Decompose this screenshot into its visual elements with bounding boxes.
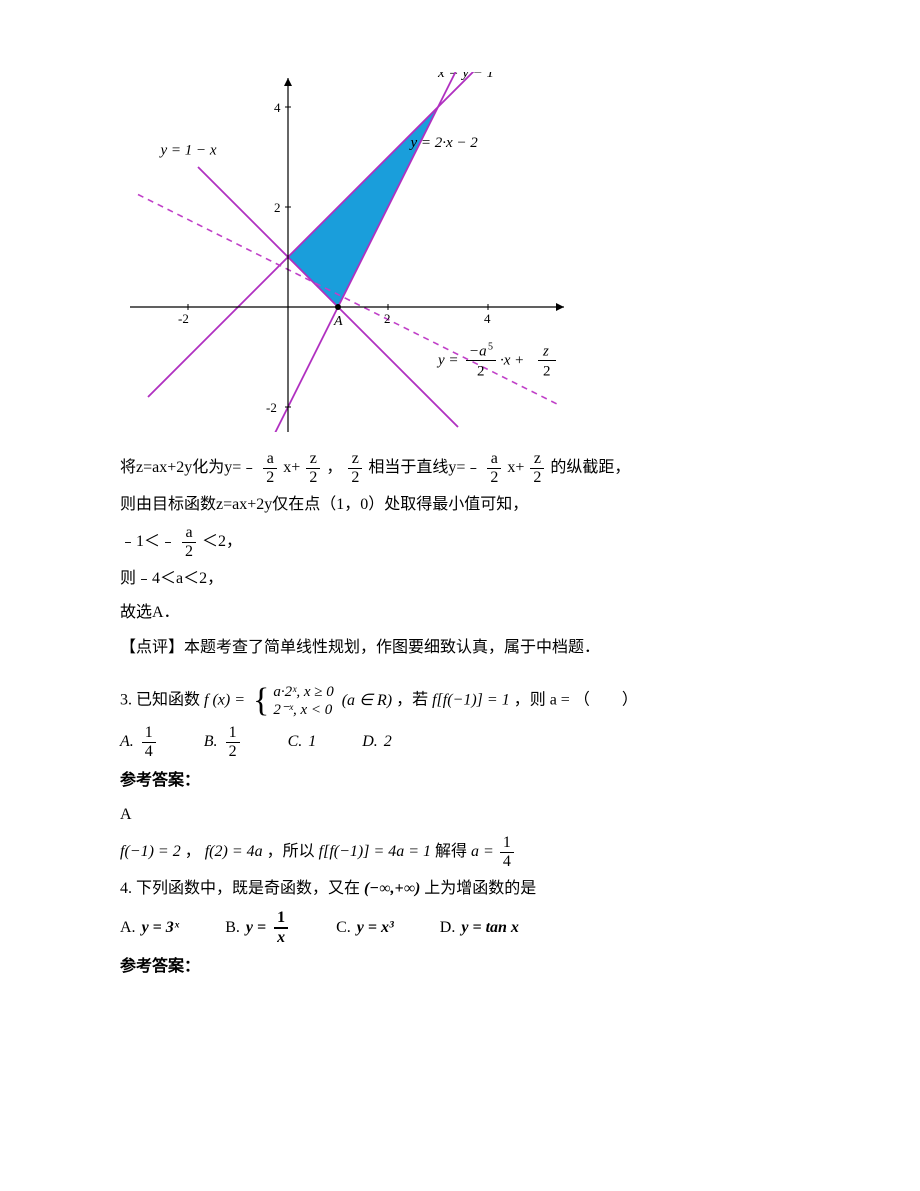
t: 上为增函数的是 — [424, 880, 536, 897]
sep: ， — [185, 843, 201, 860]
svg-text:2: 2 — [477, 364, 485, 380]
e1: f(−1) = 2 — [120, 843, 181, 860]
sol-line-1: 将z=ax+2y化为y=﹣ a 2 x+ z 2 ， z 2 相当于直线y=﹣ … — [120, 451, 800, 486]
svg-text:2: 2 — [543, 364, 551, 380]
svg-text:5: 5 — [488, 342, 493, 353]
val: 2 — [384, 727, 392, 757]
t: 3. 已知函数 — [120, 692, 200, 709]
sol-line-2: 则由目标函数z=ax+2y仅在点（1，0）处取得最小值可知， — [120, 490, 800, 520]
lhs: a = — [471, 843, 498, 860]
e2: f(2) = 4a — [205, 843, 263, 860]
svg-text:x = y − 1: x = y − 1 — [437, 72, 494, 81]
frac: 1 x — [274, 910, 288, 946]
label: A. — [120, 727, 134, 757]
svg-text:4: 4 — [274, 100, 281, 115]
q3-explanation: f(−1) = 2 ， f(2) = 4a ，所以 f[f(−1)] = 4a … — [120, 835, 800, 870]
frac: 1 2 — [226, 725, 240, 760]
t: ，若 — [396, 692, 428, 709]
q3-choice-b: B. 1 2 — [204, 725, 242, 760]
q4-choice-d: D. y = tan x — [440, 913, 519, 943]
q3-stem: 3. 已知函数 f (x) = { a·2ˣ, x ≥ 0 2⁻ˣ, x < 0… — [120, 683, 800, 719]
svg-text:y = 1 − x: y = 1 − x — [159, 143, 217, 159]
review-line: 【点评】本题考查了简单线性规划，作图要细致认真，属于中档题． — [120, 633, 800, 663]
label: D. — [440, 913, 456, 943]
sol-line-4: 则﹣4＜a＜2， — [120, 564, 800, 594]
lp-graph: y = 1 − x x = y − 1 y = 2·x − 2 -2 2 4 -2 2 4 Ay … — [130, 72, 800, 443]
t: ＜2， — [202, 533, 242, 550]
q4-stem: 4. 下列函数中，既是奇函数，又在 (−∞,+∞) 上为增函数的是 — [120, 874, 800, 904]
piece-rows: a·2ˣ, x ≥ 0 2⁻ˣ, x < 0 — [273, 683, 333, 719]
label: B. — [225, 913, 240, 943]
q4-choices: A. y = 3ˣ B. y = 1 x C. y = x³ D. y = ta… — [120, 910, 800, 946]
lhs: y = — [246, 913, 266, 943]
svg-text:·x +: ·x + — [500, 353, 524, 369]
q4-choice-a: A. y = 3ˣ — [120, 913, 179, 943]
piece-1: a·2ˣ, x ≥ 0 — [273, 683, 333, 701]
svg-text:2: 2 — [274, 200, 281, 215]
label: C. — [288, 727, 303, 757]
piece-2: 2⁻ˣ, x < 0 — [273, 701, 333, 719]
svg-text:z: z — [542, 344, 549, 360]
t: 将z=ax+2y化为y=﹣ — [120, 460, 257, 477]
q4-interval: (−∞,+∞) — [364, 880, 420, 897]
label: D. — [362, 727, 378, 757]
q3-choices: A. 1 4 B. 1 2 C. 1 D. 2 — [120, 725, 800, 760]
q3-fx: f (x) = — [204, 692, 245, 709]
t: x+ — [283, 460, 300, 477]
frac-z2-2: z 2 — [348, 451, 362, 486]
lp-graph-svg: y = 1 − x x = y − 1 y = 2·x − 2 -2 2 4 -2 2 4 Ay … — [130, 72, 570, 432]
t: 的纵截距， — [550, 460, 630, 477]
svg-text:-2: -2 — [266, 400, 277, 415]
label: B. — [204, 727, 218, 757]
q3-choice-a: A. 1 4 — [120, 725, 158, 760]
sol-line-3: ﹣1＜﹣ a 2 ＜2， — [120, 525, 800, 560]
frac-z2-1: z 2 — [306, 451, 320, 486]
val: 1 — [308, 727, 316, 757]
frac-a2-2: a 2 — [487, 451, 501, 486]
val: y = tan x — [461, 913, 519, 943]
val: y = 3ˣ — [142, 913, 180, 943]
sol-line-5: 故选A． — [120, 598, 800, 628]
svg-text:y = 2·x − 2: y = 2·x − 2 — [409, 135, 479, 151]
q3-cond: f[f(−1)] = 1 — [432, 692, 510, 709]
t: ，则 a = （ ） — [514, 692, 638, 709]
frac-a2-1: a 2 — [263, 451, 277, 486]
q4-choice-c: C. y = x³ — [336, 913, 394, 943]
frac-a2-3: a 2 — [182, 525, 196, 560]
q4-choice-b: B. y = 1 x — [225, 910, 290, 946]
mid: ，所以 — [267, 843, 315, 860]
q3-paren: (a ∈ R) — [342, 686, 392, 716]
svg-text:A: A — [333, 314, 343, 329]
label: A. — [120, 913, 136, 943]
frac-z2-3: z 2 — [530, 451, 544, 486]
e3: f[f(−1)] = 4a = 1 — [319, 843, 431, 860]
q3-answer-letter: A — [120, 800, 800, 830]
t: ﹣1＜﹣ — [120, 533, 176, 550]
svg-text:y =: y = — [436, 353, 459, 369]
frac: 1 4 — [142, 725, 156, 760]
val: y = x³ — [357, 913, 394, 943]
q3-choice-d: D. 2 — [362, 727, 392, 757]
label: C. — [336, 913, 351, 943]
svg-text:2: 2 — [384, 311, 391, 326]
brace-icon: { — [253, 684, 269, 718]
q3-piecewise: { a·2ˣ, x ≥ 0 2⁻ˣ, x < 0 — [253, 683, 334, 719]
t: 4. 下列函数中，既是奇函数，又在 — [120, 880, 360, 897]
svg-text:−a: −a — [469, 344, 487, 360]
t: 相当于直线y=﹣ — [368, 460, 481, 477]
t: x+ — [507, 460, 524, 477]
q3-choice-c: C. 1 — [288, 727, 317, 757]
end1: 解得 — [435, 843, 467, 860]
frac: 1 4 — [500, 835, 514, 870]
q4-answer-label: 参考答案： — [120, 952, 800, 982]
svg-text:-2: -2 — [178, 311, 189, 326]
q3-answer-label: 参考答案： — [120, 766, 800, 796]
t: ， — [326, 460, 342, 477]
svg-text:4: 4 — [484, 311, 491, 326]
